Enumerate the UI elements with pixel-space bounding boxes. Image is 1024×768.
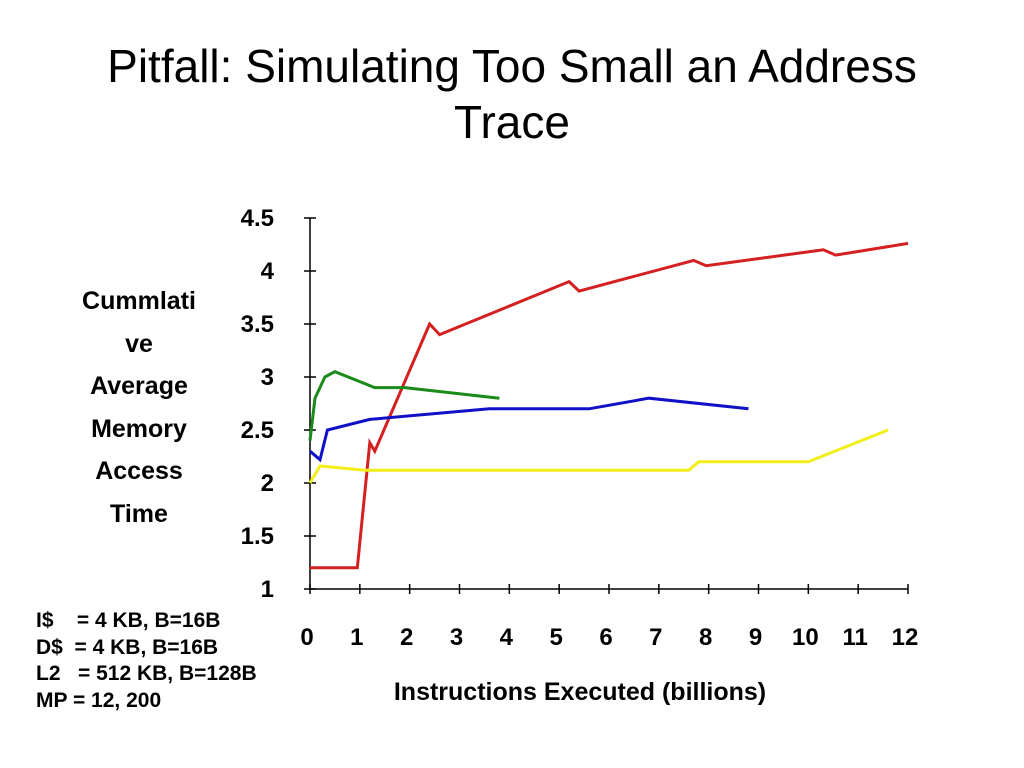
y-tick-label: 1 [261,576,274,603]
x-tick-label: 5 [549,624,562,651]
config-line-dcache: D$ = 4 KB, B=16B [36,635,219,659]
config-line-mp: MP = 12, 200 [36,688,162,712]
x-tick-label: 10 [792,624,819,651]
y-axis-label-line: Average [90,372,188,400]
slide-title: Pitfall: Simulating Too Small an Address… [0,38,1024,150]
x-tick-label: 9 [749,624,762,651]
x-tick-label: 4 [500,624,514,651]
y-tick-label: 3.5 [241,311,274,338]
y-axis-label: Cummlati ve Average Memory Access Time [60,280,218,535]
y-tick-label: 4 [261,258,275,285]
x-tick-label: 12 [892,624,919,651]
y-axis-label-line: Time [110,499,168,528]
series-line-2 [308,370,500,441]
y-tick-label: 2.5 [241,417,274,444]
x-tick-label: 6 [599,624,612,651]
config-line-icache: I$ = 4 KB, B=16B [36,609,221,632]
x-tick-label: 3 [450,624,463,651]
y-axis-label-line: Memory [91,414,187,443]
slide-title-line-2: Trace [454,96,570,148]
y-tick-label: 3 [261,364,274,391]
series-line-3 [309,396,749,463]
x-tick-label: 8 [699,624,712,651]
y-tick-label: 4.5 [241,205,274,232]
chart-series [308,241,909,570]
y-tick-label: 1.5 [241,523,274,550]
x-tick-label: 11 [842,624,867,651]
config-line-l2: L2 = 512 KB, B=128B [36,662,257,685]
chart-axes: 11.522.533.544.50 1 2 3 4 5 6 7 8 9 10 11 12 [241,205,919,651]
y-tick-label: 2 [261,470,274,497]
y-axis-label-line: ve [125,329,153,358]
slide-title-line-1: Pitfall: Simulating Too Small an Address [107,40,917,92]
x-tick-label: 1 [350,624,363,651]
x-tick-label: 0 [300,624,313,651]
cache-config-legend: I$ = 4 KB, B=16B D$ = 4 KB, B=16B L2 = 5… [36,608,257,714]
series-line-1 [310,241,909,570]
x-tick-label: 2 [400,624,413,651]
y-axis-label-line: Access [95,457,183,485]
x-tick-label: 7 [649,624,662,651]
y-axis-label-line: Cummlati [82,287,196,315]
series-line-4 [308,428,889,484]
x-axis-label: Instructions Executed (billions) [393,678,767,706]
